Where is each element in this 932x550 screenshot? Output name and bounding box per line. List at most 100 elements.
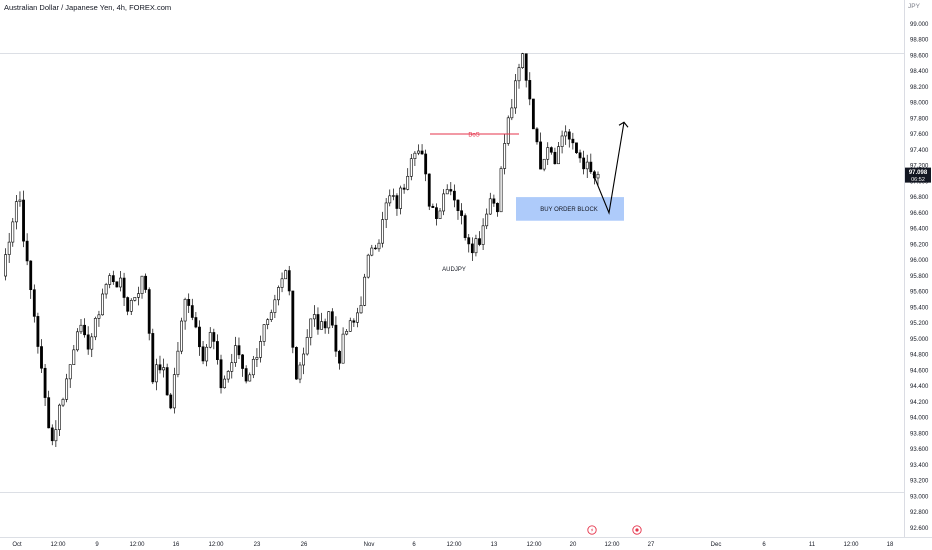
- candle: [589, 153, 593, 174]
- candle-body: [101, 293, 104, 316]
- candle: [406, 168, 410, 191]
- candle: [348, 317, 352, 332]
- y-tick-label: 95.600: [910, 290, 929, 296]
- candle: [187, 293, 191, 314]
- x-tick-label: 6: [412, 542, 416, 548]
- candle-body: [305, 337, 309, 355]
- arrow-head: [618, 121, 629, 128]
- y-tick-label: 95.800: [910, 274, 929, 280]
- symbol-annotation: AUDJPY: [442, 267, 466, 273]
- x-tick-label: 12:00: [208, 542, 224, 548]
- candle-body: [316, 314, 320, 330]
- candle: [417, 144, 420, 156]
- candle-body: [546, 147, 550, 160]
- candle-body: [172, 374, 176, 409]
- candle: [291, 290, 295, 354]
- candle-body: [589, 161, 593, 173]
- candle: [553, 147, 557, 165]
- candle-body: [481, 225, 485, 245]
- candle: [115, 281, 119, 288]
- candle-body: [395, 195, 399, 209]
- x-tick-label: 12:00: [129, 542, 145, 548]
- candle-body: [345, 331, 349, 335]
- candle: [147, 287, 151, 341]
- candle: [47, 390, 51, 429]
- y-tick-label: 96.000: [910, 258, 929, 264]
- y-tick-label: 93.400: [910, 463, 929, 469]
- candle: [330, 308, 334, 329]
- candle-body: [381, 219, 384, 244]
- candle: [183, 297, 187, 330]
- candle: [83, 318, 86, 338]
- candle: [492, 194, 496, 207]
- candle-body: [158, 364, 162, 371]
- candle: [79, 319, 83, 335]
- candle-body: [140, 275, 144, 294]
- candle: [219, 354, 223, 394]
- candle-body: [456, 199, 460, 211]
- projection-arrow[interactable]: [592, 122, 625, 215]
- x-tick-label: 23: [254, 542, 261, 548]
- candle-body: [442, 193, 446, 212]
- candle-body: [539, 141, 542, 170]
- candle-body: [226, 371, 230, 380]
- candle: [108, 273, 112, 289]
- event-marker-lightning-icon[interactable]: [587, 525, 597, 535]
- y-tick-label: 94.600: [910, 368, 929, 374]
- y-tick-label: 92.800: [910, 510, 929, 516]
- candle-body: [90, 336, 94, 350]
- y-tick-label: 93.000: [910, 494, 929, 500]
- candle: [201, 341, 205, 365]
- candle: [251, 355, 255, 379]
- candle: [269, 309, 273, 322]
- candle-body: [370, 247, 374, 256]
- candle: [223, 375, 227, 389]
- candle-body: [366, 254, 370, 278]
- x-tick-label: 12:00: [604, 542, 620, 548]
- event-marker-dot-icon[interactable]: [632, 525, 642, 535]
- candle: [449, 182, 453, 196]
- candle-body: [122, 277, 126, 298]
- candle-body: [11, 221, 15, 243]
- candle: [363, 273, 367, 307]
- candle-body: [187, 298, 191, 306]
- candle-body: [320, 321, 323, 330]
- candle: [36, 312, 40, 354]
- candle: [90, 333, 94, 358]
- candle: [320, 312, 323, 330]
- candle: [582, 150, 586, 175]
- candle-body: [567, 131, 571, 140]
- candle: [287, 265, 291, 296]
- candle-body: [262, 324, 266, 342]
- candle-body: [560, 135, 564, 147]
- candle: [546, 142, 550, 166]
- candle-body: [460, 210, 463, 216]
- candle-body: [165, 367, 169, 396]
- candle-body: [277, 287, 280, 301]
- candle-body: [284, 270, 288, 280]
- candle: [298, 362, 302, 384]
- candle: [427, 173, 431, 211]
- candle: [61, 397, 65, 408]
- y-tick-label: 98.600: [910, 53, 929, 59]
- candle-body: [542, 158, 546, 170]
- candle: [564, 125, 568, 145]
- x-tick-label: 9: [95, 542, 99, 548]
- candle: [151, 328, 155, 385]
- candle-body: [4, 254, 8, 277]
- candle-body: [29, 260, 33, 291]
- order-block-zone[interactable]: [516, 197, 624, 221]
- candle-body: [162, 367, 165, 371]
- candle: [463, 213, 467, 241]
- candle-body: [528, 80, 532, 100]
- y-tick-label: 92.600: [910, 526, 929, 532]
- candle: [399, 185, 402, 215]
- currency-label[interactable]: JPY: [908, 3, 920, 10]
- candle-body: [126, 297, 130, 312]
- candle: [596, 171, 600, 186]
- candle: [420, 144, 424, 155]
- candle: [302, 347, 306, 375]
- candle: [72, 344, 76, 365]
- candle-body: [111, 275, 115, 283]
